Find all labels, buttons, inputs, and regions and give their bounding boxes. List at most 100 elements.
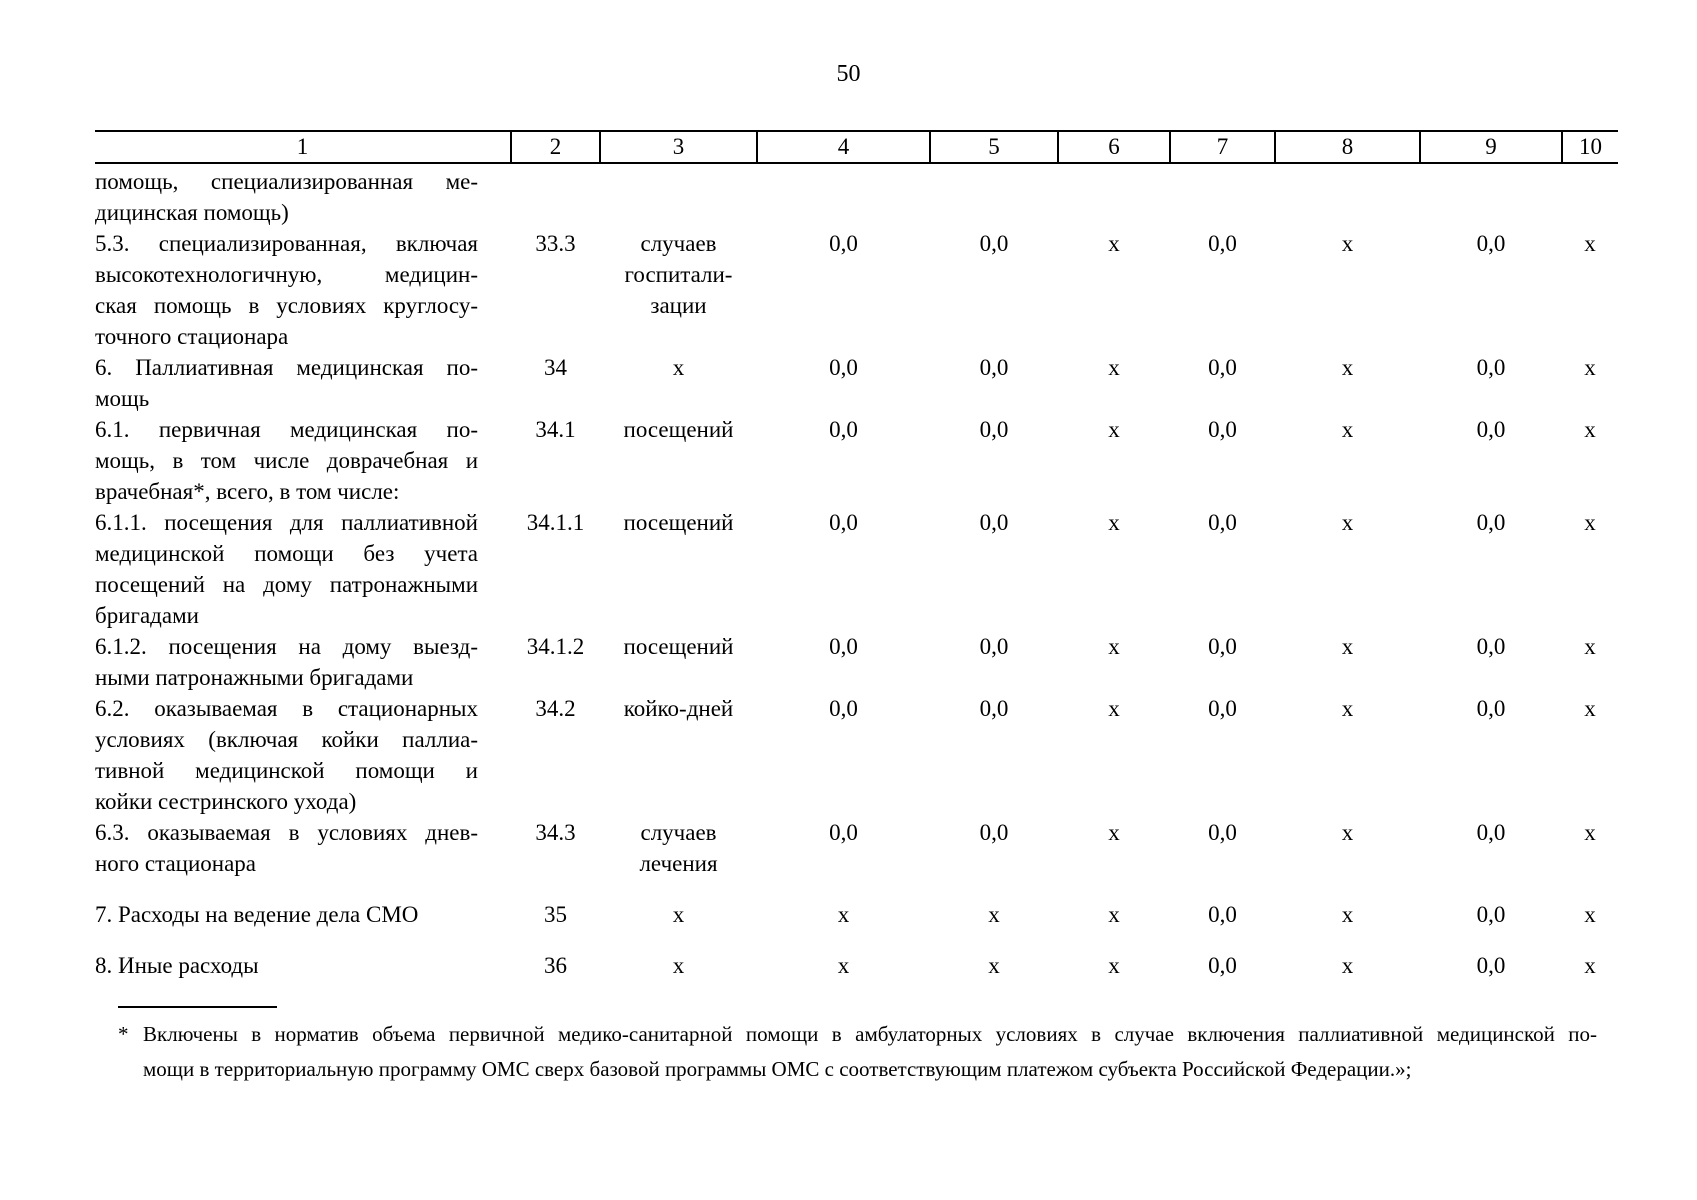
row-value-cell: 0,0 (1208, 355, 1237, 380)
row-value-cell: 0,0 (1476, 510, 1506, 535)
row-unit-line: х (672, 355, 685, 380)
spacer-cell (95, 879, 1618, 899)
row-unit-cell: случаев госпитали-зации (600, 228, 757, 352)
row-name-line: ными патронажными бригадами (95, 665, 414, 690)
row-value-cell: х (1108, 953, 1120, 978)
row-value-cell: 0,0 (829, 820, 858, 845)
row-value-cell: 0,0 (1208, 696, 1237, 721)
column-header-5: 5 (929, 130, 1058, 164)
row-unit-cell: посещений (600, 507, 757, 631)
row-value-cell: 0,0 (979, 510, 1009, 535)
row-value-cell: х (1584, 902, 1596, 927)
row-name-line: тивной медицинской помощи и (95, 758, 478, 783)
row-value-cell: 0,0 (1208, 953, 1237, 978)
row-unit-line: случаев (640, 231, 717, 256)
row-value-cell: 0,0 (1476, 696, 1506, 721)
row-value-cell: 0,0 (1208, 820, 1237, 845)
row-name-line: 5.3. специализированная, включая (95, 231, 478, 256)
row-value-cell: 0,0 (829, 510, 858, 535)
table-row: 8. Иные расходы 36 х х х х 0,0 х 0,0 х (95, 950, 1618, 981)
row-value-cell: х (1341, 953, 1354, 978)
row-code-cell: 34.2 (535, 696, 576, 721)
footnote-marker: * (118, 1022, 129, 1046)
row-value-cell: х (1584, 417, 1596, 442)
row-value-cell: х (1341, 696, 1354, 721)
row-unit-cell: х (600, 899, 757, 930)
row-value-cell: 0,0 (829, 231, 858, 256)
row-value-cell: 0,0 (1476, 355, 1506, 380)
column-header-9: 9 (1419, 130, 1562, 164)
row-value-cell: х (1341, 417, 1354, 442)
table-row: 6.2. оказываемая в стационарных условиях … (95, 693, 1618, 817)
row-name-line: мощь (95, 386, 150, 411)
row-value-cell: х (988, 902, 1000, 927)
row-unit-line: х (672, 953, 685, 978)
row-code-cell: 34 (544, 355, 567, 380)
page-number: 50 (836, 61, 861, 87)
row-value-cell: 0,0 (1208, 902, 1237, 927)
table-row: 6. Паллиативная медицинская по-мощь 34 х 0,… (95, 352, 1618, 414)
row-name-cell: 6. Паллиативная медицинская по-мощь (95, 352, 511, 414)
row-value-cell: 0,0 (829, 355, 858, 380)
row-unit-line: посещений (623, 510, 734, 535)
footnote-text: Включены в норматив объема первичной мед… (143, 1017, 1597, 1087)
row-unit-cell: х (600, 352, 757, 414)
table-row: 6.1. первичная медицинская по-мощь, в то… (95, 414, 1618, 507)
row-value-cell: х (1584, 355, 1596, 380)
spacer-row (95, 879, 1618, 899)
row-value-cell: 0,0 (1476, 820, 1506, 845)
row-value-cell: х (1341, 634, 1354, 659)
row-value-cell: х (1341, 231, 1354, 256)
row-unit-line: случаев (640, 820, 717, 845)
row-unit-cell (600, 163, 757, 228)
row-unit-line: зации (650, 293, 707, 318)
row-value-cell: х (1108, 231, 1120, 256)
row-code-cell: 35 (544, 902, 567, 927)
row-name-line: 6.1. первичная медицинская по- (95, 417, 478, 442)
row-name-line: ская помощь в условиях круглосу- (95, 293, 478, 318)
row-name-line: врачебная*, всего, в том числе: (95, 479, 400, 504)
row-unit-cell: случаев лечения (600, 817, 757, 879)
row-value-cell: 0,0 (979, 355, 1009, 380)
row-value-cell: 0,0 (979, 696, 1009, 721)
row-value-cell (930, 163, 1058, 228)
table-row: 6.1.1. посещения для паллиативной медицин… (95, 507, 1618, 631)
row-value-cell: 0,0 (1476, 417, 1506, 442)
row-unit-line: лечения (639, 851, 718, 876)
row-name-line: койки сестринского ухода) (95, 789, 357, 814)
row-name-line: ного стационара (95, 851, 257, 876)
row-name-line: точного стационара (95, 324, 289, 349)
row-value-cell: 0,0 (829, 696, 858, 721)
row-unit-line: х (672, 902, 685, 927)
column-header-2: 2 (510, 130, 600, 164)
column-header-10: 10 (1561, 130, 1618, 164)
row-name-line: 6.1.2. посещения на дому выезд- (95, 634, 478, 659)
row-name-line: 6.1.1. посещения для паллиативной (95, 510, 478, 535)
row-value-cell: х (1108, 696, 1120, 721)
row-name-cell: 6.3. оказываемая в условиях днев-ного ст… (95, 817, 511, 879)
table-row: 6.3. оказываемая в условиях днев-ного ст… (95, 817, 1618, 879)
row-code-cell: 34.1 (535, 417, 576, 442)
spacer-cell (95, 930, 1618, 950)
row-value-cell: х (837, 902, 850, 927)
row-name-line: бригадами (95, 603, 199, 628)
row-value-cell: х (1108, 510, 1120, 535)
row-unit-cell: койко-дней (600, 693, 757, 817)
row-value-cell: 0,0 (1208, 231, 1237, 256)
row-value-cell: 0,0 (1476, 953, 1506, 978)
row-unit-cell: посещений (600, 414, 757, 507)
row-code-cell: 36 (544, 953, 567, 978)
row-value-cell: х (1584, 510, 1596, 535)
row-value-cell: 0,0 (829, 417, 858, 442)
row-value-cell: х (1341, 510, 1354, 535)
footnote-line: Включены в норматив объема первичной мед… (143, 1022, 1597, 1046)
row-value-cell: х (1108, 634, 1120, 659)
row-name-cell: 5.3. специализированная, включая высокоте… (95, 228, 511, 352)
row-value-cell: 0,0 (829, 634, 858, 659)
row-value-cell (757, 163, 930, 228)
row-name-line: дицинская помощь) (95, 200, 289, 225)
row-value-cell: х (1108, 902, 1120, 927)
footnote-rule (118, 1006, 277, 1008)
row-value-cell: х (1341, 355, 1354, 380)
